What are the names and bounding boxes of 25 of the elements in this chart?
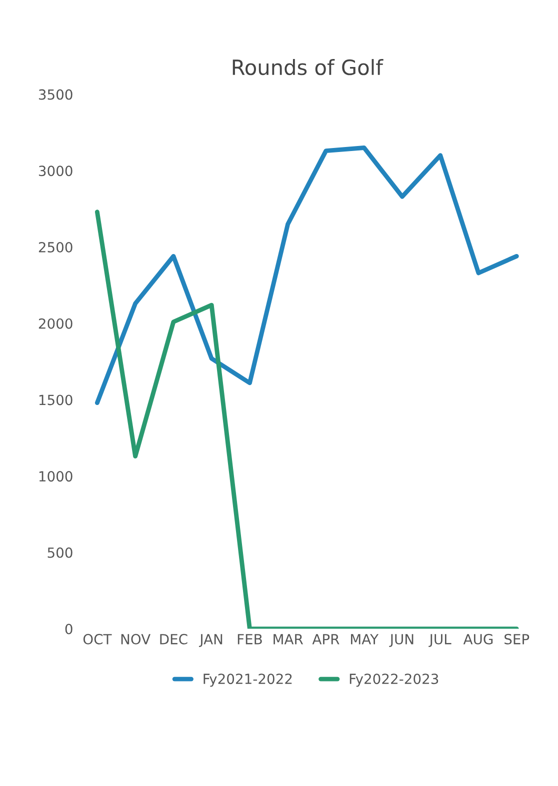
y-tick-label: 3000 (38, 166, 72, 176)
line-series (94, 210, 519, 629)
legend-label: Fy2022-2023 (350, 674, 438, 687)
y-tick-label: 500 (48, 547, 72, 558)
x-tick-label: DEC (160, 634, 188, 644)
x-tick-label: JUL (428, 634, 452, 647)
x-tick-label: NOV (121, 634, 150, 644)
x-tick-label: JUN (389, 634, 414, 647)
y-tick-label: 1000 (39, 471, 72, 482)
chart-title: Rounds of Golf (232, 59, 384, 76)
x-tick-label: FEB (238, 634, 262, 644)
x-tick-label: SEP (504, 634, 530, 644)
x-tick-label: MAR (274, 634, 304, 644)
y-tick-label: 0 (65, 624, 72, 634)
y-tick-label: 1500 (39, 394, 72, 406)
legend-label: Fy2021-2022 (204, 674, 292, 687)
x-tick-label: APR (312, 634, 340, 644)
x-tick-label: OCT (83, 634, 112, 644)
y-tick-label: 3500 (38, 89, 72, 100)
x-tick-label: JAN (198, 634, 222, 647)
x-tick-label: AUG (463, 634, 493, 644)
y-tick-label: 2500 (38, 242, 72, 253)
line-series (94, 146, 519, 406)
x-tick-label: MAY (351, 634, 379, 644)
y-tick-label: 2000 (38, 318, 72, 329)
